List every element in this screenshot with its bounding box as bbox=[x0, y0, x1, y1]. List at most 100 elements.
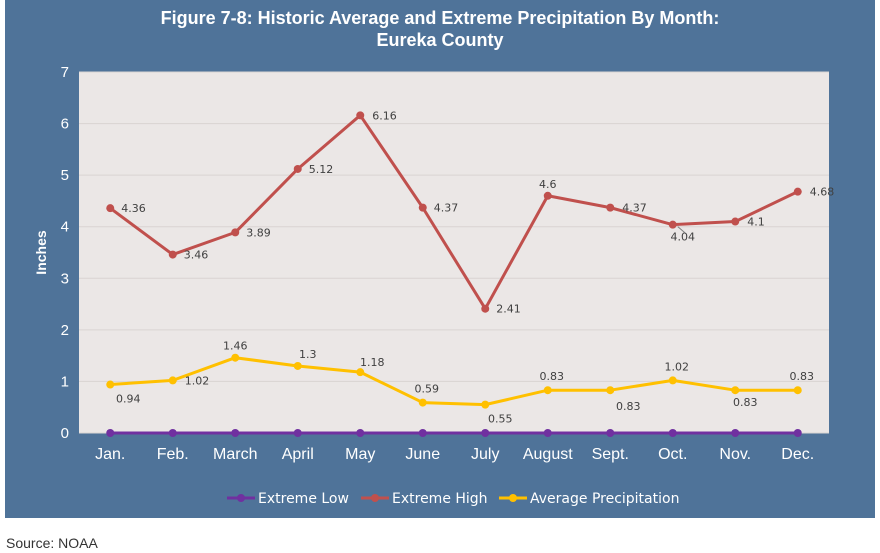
data-point bbox=[231, 353, 240, 362]
data-point bbox=[606, 386, 615, 395]
data-label: 4.37 bbox=[622, 202, 647, 215]
data-label: 0.59 bbox=[415, 383, 440, 396]
legend-label: Extreme High bbox=[392, 491, 488, 507]
data-point bbox=[418, 429, 427, 437]
data-point bbox=[668, 220, 677, 229]
data-label: 4.6 bbox=[539, 178, 557, 191]
x-tick-label: August bbox=[523, 446, 573, 463]
data-point bbox=[231, 228, 240, 237]
series-line bbox=[109, 113, 799, 311]
leader-line bbox=[677, 226, 686, 234]
data-label: 1.02 bbox=[185, 374, 210, 387]
data-point bbox=[293, 429, 302, 437]
data-point bbox=[418, 203, 427, 212]
x-tick-label: Dec. bbox=[781, 446, 814, 463]
legend-label: Extreme Low bbox=[258, 491, 349, 507]
data-point bbox=[793, 429, 802, 437]
legend-swatch-marker bbox=[237, 494, 245, 502]
x-tick-label: Nov. bbox=[719, 446, 751, 463]
x-tick-label: Oct. bbox=[658, 446, 687, 463]
chart-title-line-1: Figure 7-8: Historic Average and Extreme… bbox=[161, 8, 720, 28]
data-label: 4.36 bbox=[121, 202, 146, 215]
x-tick-label: Sept. bbox=[592, 446, 629, 463]
x-tick-label: July bbox=[471, 446, 499, 463]
data-label: 5.12 bbox=[309, 163, 334, 176]
data-point bbox=[793, 386, 802, 395]
data-point bbox=[106, 429, 115, 437]
data-point bbox=[668, 429, 677, 437]
data-label: 3.89 bbox=[246, 226, 271, 239]
y-tick-label: 1 bbox=[61, 373, 69, 390]
data-labels: 4.36 3.46 3.89 5.12 6.16 4.37 2.41 4.6 4.37 4.04 4… bbox=[116, 109, 834, 425]
data-point bbox=[481, 304, 490, 313]
data-point bbox=[356, 429, 365, 437]
source-note: Source: NOAA bbox=[6, 535, 98, 551]
data-point bbox=[731, 386, 740, 395]
precipitation-chart: Figure 7-8: Historic Average and Extreme… bbox=[5, 0, 875, 518]
data-label: 0.83 bbox=[616, 400, 641, 413]
data-point bbox=[418, 398, 427, 407]
data-point bbox=[106, 204, 115, 213]
data-label: 3.46 bbox=[184, 249, 209, 262]
x-axis-ticks: Jan. Feb. March April May June July August Sept.… bbox=[95, 446, 814, 463]
x-tick-label: Jan. bbox=[95, 446, 125, 463]
data-point bbox=[606, 429, 615, 437]
legend-swatch-marker bbox=[371, 494, 379, 502]
data-label: 0.83 bbox=[733, 396, 758, 409]
legend-swatch-marker bbox=[509, 494, 517, 502]
data-label: 4.1 bbox=[747, 216, 765, 229]
x-tick-label: April bbox=[282, 446, 314, 463]
data-point bbox=[731, 217, 740, 226]
data-point bbox=[793, 187, 802, 196]
data-point bbox=[543, 429, 552, 437]
y-tick-label: 5 bbox=[61, 167, 69, 184]
data-point bbox=[543, 386, 552, 395]
data-label: 1.46 bbox=[223, 340, 248, 353]
plot-area bbox=[79, 72, 829, 433]
data-point bbox=[606, 203, 615, 212]
data-point bbox=[356, 111, 365, 120]
y-tick-label: 2 bbox=[61, 322, 69, 339]
data-label: 6.16 bbox=[372, 109, 397, 122]
data-point bbox=[543, 191, 552, 200]
data-label: 1.3 bbox=[299, 348, 317, 361]
data-label: 0.83 bbox=[540, 370, 565, 383]
data-point bbox=[168, 250, 177, 259]
data-label: 1.02 bbox=[665, 360, 690, 373]
data-point bbox=[168, 376, 177, 385]
data-label: 0.94 bbox=[116, 393, 141, 406]
legend-label: Average Precipitation bbox=[530, 491, 679, 507]
chart-title-line-2: Eureka County bbox=[376, 30, 503, 50]
data-point bbox=[168, 429, 177, 437]
legend: Extreme Low Extreme High Average Precipita… bbox=[227, 491, 679, 507]
y-axis-label: Inches bbox=[33, 230, 49, 275]
x-tick-label: June bbox=[405, 446, 440, 463]
series-lines bbox=[106, 111, 802, 437]
gridlines bbox=[79, 71, 829, 434]
x-tick-label: March bbox=[213, 446, 257, 463]
data-point bbox=[293, 361, 302, 370]
data-point bbox=[668, 376, 677, 385]
y-tick-label: 7 bbox=[61, 64, 69, 81]
data-label: 4.37 bbox=[434, 202, 459, 215]
y-tick-label: 3 bbox=[61, 270, 69, 287]
y-tick-label: 6 bbox=[61, 116, 69, 133]
data-point bbox=[231, 429, 240, 437]
y-axis-ticks: 0 1 2 3 4 5 6 7 bbox=[61, 64, 69, 442]
data-point bbox=[731, 429, 740, 437]
x-tick-label: May bbox=[345, 446, 375, 463]
data-label: 4.68 bbox=[810, 186, 835, 199]
x-tick-label: Feb. bbox=[157, 446, 189, 463]
chart-frame: Figure 7-8: Historic Average and Extreme… bbox=[5, 0, 875, 518]
y-tick-label: 4 bbox=[61, 219, 69, 236]
data-point bbox=[293, 164, 302, 173]
data-label: 2.41 bbox=[496, 303, 521, 316]
series-line bbox=[110, 356, 798, 407]
data-point bbox=[106, 380, 115, 389]
y-tick-label: 0 bbox=[61, 425, 69, 442]
data-label: 1.18 bbox=[360, 356, 385, 369]
data-point bbox=[481, 400, 490, 409]
data-label: 0.55 bbox=[488, 413, 513, 426]
data-label: 4.04 bbox=[671, 231, 696, 244]
data-point bbox=[481, 429, 490, 437]
